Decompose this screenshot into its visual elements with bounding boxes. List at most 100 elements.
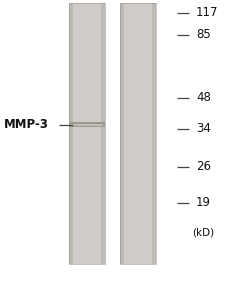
Bar [69, 7, 104, 12]
Bar [100, 3, 104, 264]
Bar [120, 46, 155, 51]
Bar [120, 172, 155, 177]
Bar [120, 207, 155, 212]
Bar [69, 38, 104, 42]
Bar [69, 55, 104, 59]
Bar [69, 259, 104, 264]
Bar [120, 151, 155, 155]
Bar [120, 24, 155, 29]
Bar [120, 85, 155, 90]
Bar [120, 7, 155, 12]
Bar [120, 42, 155, 46]
Bar [120, 64, 155, 68]
Bar [120, 177, 155, 181]
Bar [120, 155, 155, 160]
Bar [69, 107, 104, 112]
Bar [69, 177, 104, 181]
Text: 48: 48 [195, 91, 210, 104]
Bar [69, 16, 104, 20]
Bar [120, 55, 155, 59]
Bar [69, 85, 104, 90]
Bar [120, 133, 155, 138]
Bar [69, 164, 104, 168]
Bar [120, 159, 155, 164]
Bar [69, 120, 104, 125]
Text: 19: 19 [195, 196, 210, 209]
Bar [69, 233, 104, 238]
Bar [69, 116, 104, 120]
Bar [69, 151, 104, 155]
Bar [69, 81, 104, 86]
Bar [120, 146, 155, 151]
Bar [69, 90, 104, 94]
Bar [69, 172, 104, 177]
Bar [120, 33, 155, 38]
Bar [151, 3, 155, 264]
Bar [120, 137, 155, 142]
Bar [120, 16, 155, 20]
Bar [120, 3, 155, 7]
Bar [120, 242, 155, 247]
Bar [69, 255, 104, 260]
Bar [69, 42, 104, 46]
Bar [69, 242, 104, 247]
Bar [120, 224, 155, 229]
Bar [120, 3, 124, 264]
Bar [69, 185, 104, 190]
Bar [120, 168, 155, 173]
Bar [120, 238, 155, 242]
Bar [69, 59, 104, 64]
Bar [70, 124, 103, 126]
Bar [69, 112, 104, 116]
Bar [120, 190, 155, 194]
Bar [69, 190, 104, 194]
Bar [69, 146, 104, 151]
Bar [120, 11, 155, 16]
Bar [69, 122, 104, 127]
Bar [69, 98, 104, 103]
Bar [69, 124, 104, 129]
Bar [69, 238, 104, 242]
Bar [69, 207, 104, 212]
Bar [120, 229, 155, 233]
Bar [69, 3, 73, 264]
Bar [69, 203, 104, 208]
Text: (kD): (kD) [191, 227, 213, 238]
Bar [69, 194, 104, 199]
Bar [120, 81, 155, 86]
Bar [120, 185, 155, 190]
Bar [69, 133, 104, 138]
Bar [120, 246, 155, 251]
Bar [69, 103, 104, 107]
Bar [120, 251, 155, 255]
Bar [120, 20, 155, 25]
Bar [120, 181, 155, 186]
Bar [69, 129, 104, 134]
Bar [69, 46, 104, 51]
Bar [69, 33, 104, 38]
Bar [69, 224, 104, 229]
Bar [120, 212, 155, 216]
Bar [120, 98, 155, 103]
Bar [69, 246, 104, 251]
Bar [120, 216, 155, 220]
Bar [69, 50, 104, 55]
Bar [69, 199, 104, 203]
Bar [120, 199, 155, 203]
Bar [69, 168, 104, 173]
Bar [120, 116, 155, 120]
Bar [69, 3, 104, 264]
Text: MMP-3: MMP-3 [3, 118, 48, 131]
Bar [120, 50, 155, 55]
Bar [120, 120, 155, 125]
Bar [120, 103, 155, 107]
Bar [120, 38, 155, 42]
Bar [69, 11, 104, 16]
Text: 117: 117 [195, 6, 218, 19]
Bar [69, 159, 104, 164]
Bar [120, 112, 155, 116]
Bar [120, 164, 155, 168]
Bar [120, 90, 155, 94]
Bar [120, 220, 155, 225]
Text: 85: 85 [195, 28, 210, 41]
